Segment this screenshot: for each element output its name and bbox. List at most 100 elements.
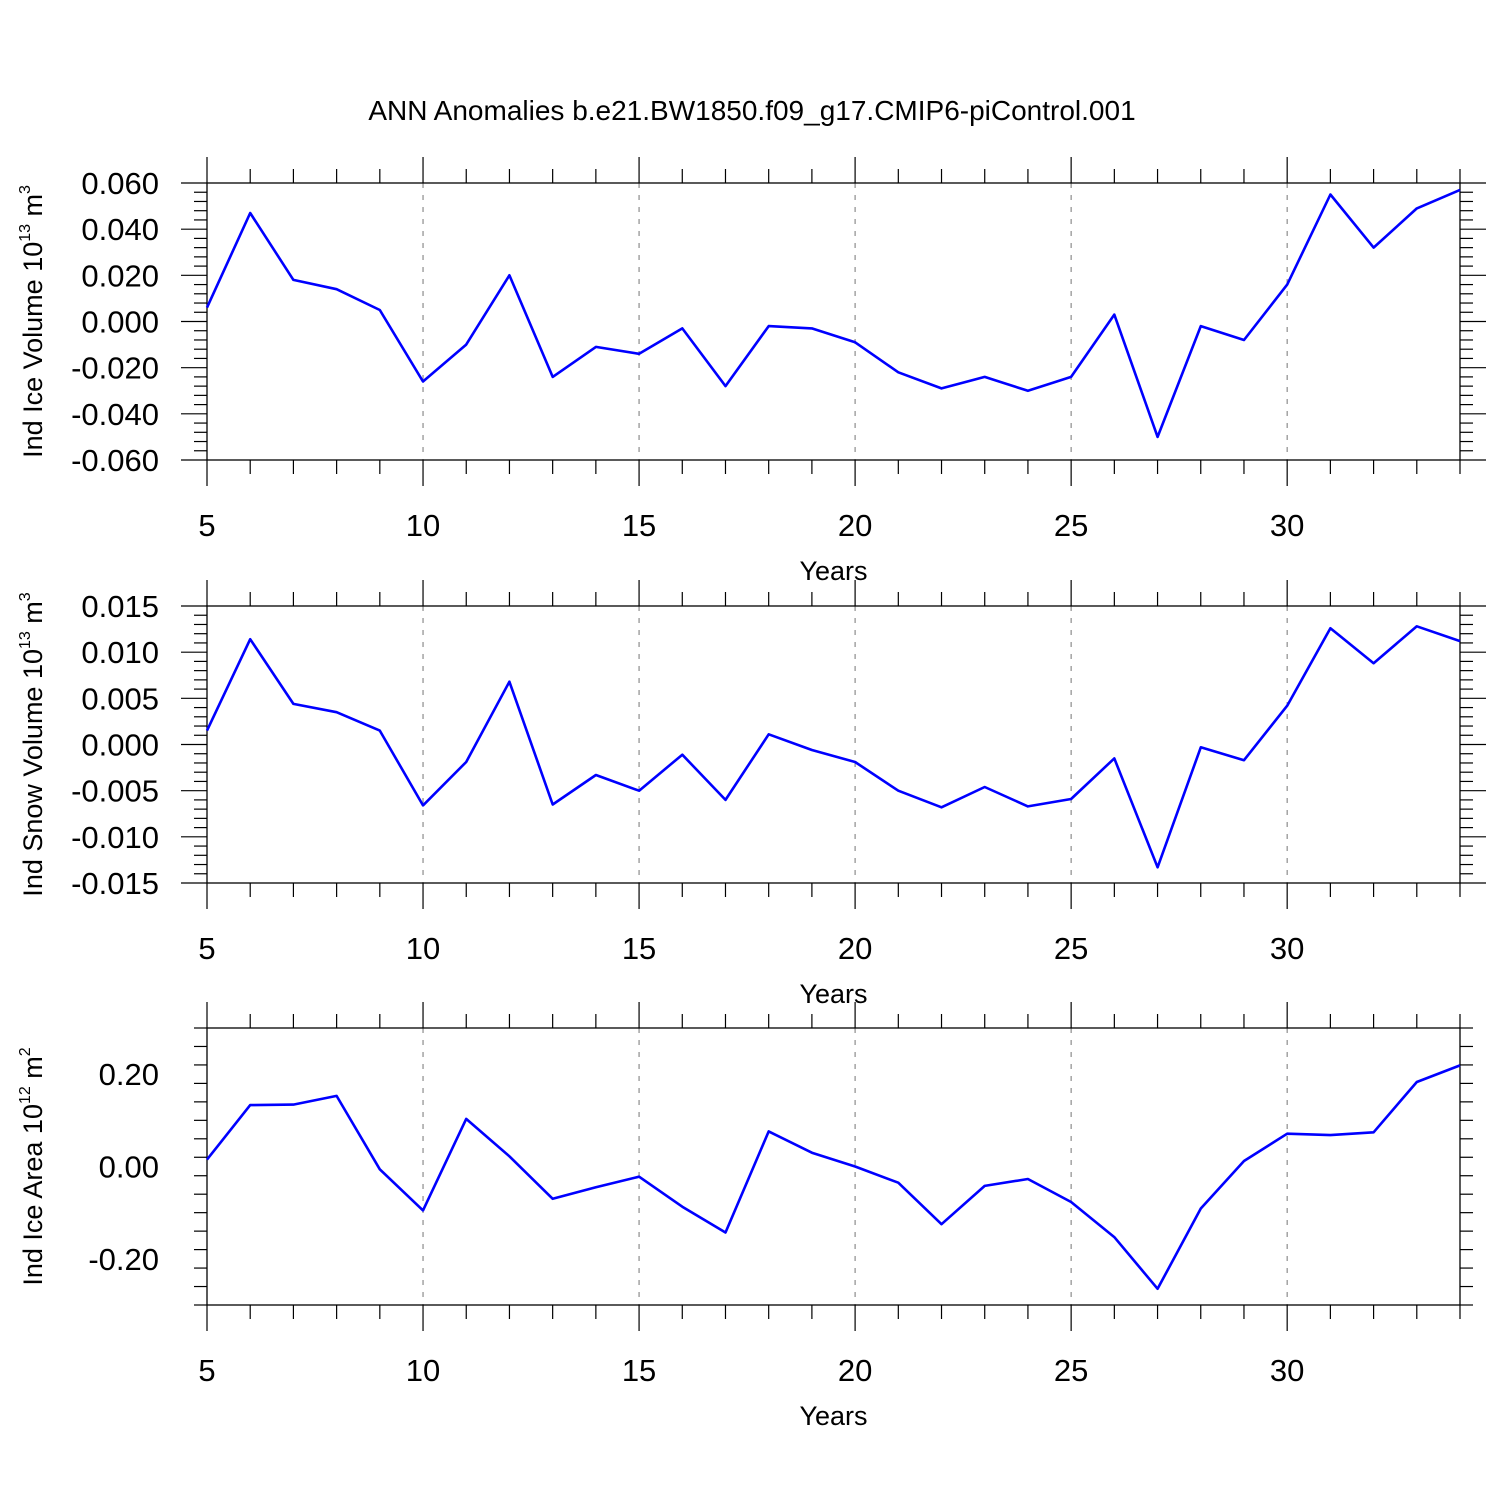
- y-tick-label: 0.015: [81, 589, 159, 624]
- y-tick-label: -0.005: [71, 774, 159, 809]
- y-tick-label: 0.020: [81, 258, 159, 293]
- x-tick-label: 5: [198, 508, 215, 543]
- data-point: [422, 805, 424, 807]
- data-point: [293, 703, 295, 705]
- y-tick-label: -0.20: [88, 1242, 159, 1277]
- y-tick-label: -0.060: [71, 443, 159, 478]
- data-point: [768, 325, 770, 327]
- data-point: [1286, 705, 1288, 707]
- data-point: [1330, 627, 1332, 629]
- data-point: [1157, 867, 1159, 869]
- data-point: [1200, 325, 1202, 327]
- data-point: [422, 1210, 424, 1212]
- data-point: [1416, 208, 1418, 210]
- data-point: [1286, 284, 1288, 286]
- data-point: [1459, 189, 1461, 191]
- y-tick-label: 0.00: [99, 1150, 159, 1185]
- y-tick-label: 0.20: [99, 1057, 159, 1092]
- data-point: [465, 761, 467, 763]
- x-axis-label: Years: [799, 979, 867, 1009]
- data-point: [941, 388, 943, 390]
- data-point: [465, 1118, 467, 1120]
- data-point: [1200, 1208, 1202, 1210]
- x-axis-label: Years: [799, 1401, 867, 1431]
- data-point: [1157, 1288, 1159, 1290]
- x-tick-label: 15: [622, 1353, 656, 1388]
- data-point: [1114, 314, 1116, 316]
- data-point: [509, 681, 511, 683]
- data-point: [249, 212, 251, 214]
- data-point: [811, 749, 813, 751]
- data-point: [811, 328, 813, 330]
- x-tick-label: 25: [1054, 508, 1088, 543]
- data-point: [638, 1176, 640, 1178]
- x-tick-label: 30: [1270, 1353, 1304, 1388]
- y-tick-label: 0.060: [81, 166, 159, 201]
- data-point: [1373, 662, 1375, 664]
- data-point: [465, 344, 467, 346]
- data-point: [984, 376, 986, 378]
- data-point: [1070, 1201, 1072, 1203]
- data-point: [1027, 390, 1029, 392]
- data-point: [1243, 1160, 1245, 1162]
- data-point: [1070, 376, 1072, 378]
- data-point: [1416, 1081, 1418, 1083]
- y-tick-label: 0.000: [81, 305, 159, 340]
- y-tick-label: 0.010: [81, 635, 159, 670]
- chart-panel-3: 5 10 15 20 25 30 0.20 0.00 -0.20 Years Ind Ice Are…: [17, 1002, 1473, 1431]
- data-point: [206, 1159, 208, 1161]
- x-tick-label: 20: [838, 508, 872, 543]
- data-point: [293, 279, 295, 281]
- y-tick-label: -0.020: [71, 351, 159, 386]
- plot-frame: [206, 1027, 1461, 1306]
- y-tick-label: 0.000: [81, 728, 159, 763]
- x-tick-label: 15: [622, 508, 656, 543]
- data-point: [1200, 747, 1202, 749]
- data-point: [1330, 194, 1332, 196]
- figure-title: ANN Anomalies b.e21.BW1850.f09_g17.CMIP6…: [368, 95, 1135, 126]
- data-point: [509, 275, 511, 277]
- x-tick-label: 20: [838, 931, 872, 966]
- data-point: [422, 381, 424, 383]
- y-axis-label: Ind Snow Volume 1013 m3: [17, 592, 48, 896]
- data-point: [1070, 798, 1072, 800]
- data-point: [1027, 806, 1029, 808]
- series-line: [205, 188, 1461, 439]
- data-point: [811, 1152, 813, 1154]
- data-point: [638, 790, 640, 792]
- data-point: [1416, 626, 1418, 628]
- x-tick-label: 10: [406, 931, 440, 966]
- data-point: [854, 761, 856, 763]
- data-point: [768, 1131, 770, 1133]
- y-tick-label: 0.005: [81, 681, 159, 716]
- x-tick-label: 30: [1270, 508, 1304, 543]
- data-point: [682, 1206, 684, 1208]
- data-point: [509, 1156, 511, 1158]
- x-tick-label: 5: [198, 1353, 215, 1388]
- data-point: [1459, 640, 1461, 642]
- data-point: [595, 346, 597, 348]
- y-tick-label: -0.040: [71, 397, 159, 432]
- data-point: [206, 730, 208, 732]
- data-point: [552, 376, 554, 378]
- plot-frame: [206, 182, 1461, 461]
- x-tick-label: 15: [622, 931, 656, 966]
- data-point: [595, 1187, 597, 1189]
- data-point: [552, 804, 554, 806]
- data-point: [1114, 1236, 1116, 1238]
- data-point: [638, 353, 640, 355]
- data-point: [1286, 1133, 1288, 1135]
- chart-panel-2: 5 10 15 20 25 30 0.015 0.010 0.005 0.000 -0.005 -0.…: [17, 580, 1486, 1009]
- data-point: [725, 1232, 727, 1234]
- data-point: [206, 307, 208, 309]
- data-point: [941, 807, 943, 809]
- y-axis-label: Ind Ice Volume 1013 m3: [17, 185, 48, 458]
- data-point: [249, 638, 251, 640]
- data-point: [336, 1095, 338, 1097]
- data-point: [1243, 759, 1245, 761]
- panels: 5 10 15 20 25 30 0.060 0.040 0.020 0.000 -0.020 -0.…: [17, 157, 1486, 1431]
- data-point: [379, 730, 381, 732]
- data-point: [984, 1185, 986, 1187]
- x-tick-label: 10: [406, 1353, 440, 1388]
